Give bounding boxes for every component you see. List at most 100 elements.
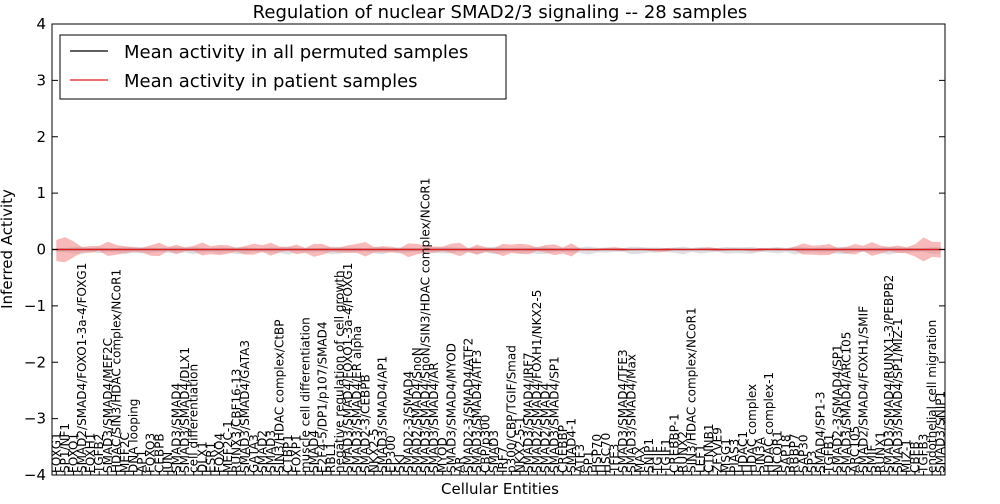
x-tick-label: SMAD3/SMAD4/AP1 — [376, 356, 390, 473]
x-tick-label: SIN3A — [753, 436, 767, 473]
y-tick-label: −4 — [24, 466, 46, 484]
x-tick-label: SAP18 — [779, 434, 793, 473]
x-tick-label: HDAC1 — [736, 431, 750, 473]
x-tick-label: GATA3 — [247, 434, 261, 473]
x-tick-label: SMIF — [865, 444, 879, 473]
x-axis-label: Cellular Entities — [441, 480, 559, 498]
x-tick-label: SNIP1 — [642, 438, 656, 473]
x-tick-label: SMAD3/SMAD4/FOXO1-3a-4/FOXG1 — [341, 263, 355, 473]
x-tick-label: cell differentiation — [187, 364, 201, 473]
x-tick-label: SMAD3/SMAD4/MYOD — [444, 343, 458, 473]
x-tick-label: SMAD2/SMAD4/SnoN — [410, 347, 424, 473]
x-tick-label: SMAD3/SMAD4/RUNX1-3/PEBPB2 — [882, 275, 896, 473]
x-tick-label: ZFYVE9 — [710, 427, 724, 473]
x-tick-label: SMAD2-3/CEBPB — [358, 374, 372, 473]
x-tick-label: ARC105 — [848, 426, 862, 473]
x-tick-label: SMAD3/SMAD4/IRF7 — [522, 352, 536, 473]
x-tick-label: NKX2-5-1 — [513, 416, 527, 473]
x-tick-label: PIAS3 — [728, 439, 742, 473]
x-tick-label: HDAC complex — [745, 384, 759, 473]
x-tick-label: SP1/NF1 — [58, 423, 72, 473]
x-tick-label: muscle cell differentiation — [298, 317, 312, 473]
x-tick-label: SMAD3 — [487, 430, 501, 473]
x-tick-label: HDAC complex-1 — [762, 372, 776, 473]
x-tick-label: MIZ-1 — [899, 439, 913, 473]
x-tick-label: RUNX3/CBF16-13 — [230, 369, 244, 473]
x-tick-label: HSP70 — [590, 434, 604, 473]
x-tick-label: IRF7 — [496, 447, 510, 473]
x-tick-label: ESR1 — [204, 442, 218, 473]
x-tick-label: SMAD3 — [264, 430, 278, 473]
legend-label-patient: Mean activity in patient samples — [124, 71, 418, 92]
x-tick-label: CREBBP — [556, 425, 570, 473]
x-tick-label: SMAD2/SMAD4 — [539, 383, 553, 473]
x-tick-label: SP1 — [582, 451, 596, 474]
x-tick-label: SMAD3/SMAD4/Max — [625, 354, 639, 473]
x-tick-label: SMAD4 — [307, 430, 321, 473]
x-tick-label: SIN3/HDAC complex/NCoR1 — [685, 307, 699, 473]
x-tick-label: RBL1 — [324, 442, 338, 473]
x-tick-label: SMAD2-3/SMAD4/SP1 — [831, 344, 845, 473]
x-tick-label: NKX2-5 — [367, 428, 381, 473]
x-tick-label: SMAD3/SMAD4/SnoN/SIN3/HDAC complex/NCoR1 — [419, 178, 433, 473]
x-tick-label: TFE3 — [607, 444, 621, 474]
x-tick-label: FOXP1 — [290, 434, 304, 473]
x-tick-label: RUNX1 — [874, 431, 888, 473]
x-tick-label: FOXO3 — [144, 433, 158, 473]
x-tick-label: AP1 — [135, 450, 149, 473]
x-tick-label: FOXO4 — [212, 433, 226, 473]
x-tick-label: SMAD3/SMAD4/AR — [427, 362, 441, 473]
x-tick-label: CTBP1 — [281, 434, 295, 473]
y-tick-label: −1 — [24, 297, 46, 315]
x-tick-label: SMAD2 — [255, 430, 269, 473]
x-tick-label: TGFB3 — [917, 434, 931, 474]
x-tick-label: SAP30 — [796, 434, 810, 473]
x-tick-label: SMAD3/SNIP1 — [934, 391, 948, 473]
x-tick-label: RUNX2 — [676, 431, 690, 473]
y-tick-label: 0 — [36, 241, 46, 259]
x-tick-label: TGIF1 — [659, 438, 673, 474]
x-tick-label: ATF3 — [573, 444, 587, 473]
x-tick-label: JUN — [161, 452, 175, 474]
y-tick-label: 1 — [36, 184, 46, 202]
x-tick-label: TGFB2 — [92, 434, 106, 474]
y-tick-label: 3 — [36, 71, 46, 89]
x-tick-label: SMAD4/SP1-3 — [813, 391, 827, 473]
x-tick-label: E2F4-5/DP1/p107/SMAD4 — [315, 321, 329, 473]
x-tick-label: HDAC/SIN3/HDAC complex/NCoR1 — [109, 269, 123, 473]
x-tick-label: SMAD2-3/SMAD4 — [401, 371, 415, 473]
x-tick-label: MYOD — [436, 437, 450, 473]
x-tick-label: SMAD3/SMAD4/MEF2C — [101, 338, 115, 473]
x-tick-label: SMAD3/SMAD4/SP1/MIZ-1 — [891, 318, 905, 473]
x-tick-label: TGIF — [650, 446, 664, 474]
y-axis-label: Inferred Activity — [0, 189, 16, 309]
legend-label-permuted: Mean activity in all permuted samples — [124, 42, 468, 63]
chart-title: Regulation of nuclear SMAD2/3 signaling … — [253, 2, 748, 23]
x-tick-label: MEF2C — [118, 432, 132, 473]
x-tick-label: LEF1 — [693, 444, 707, 473]
y-tick-label: −3 — [24, 410, 46, 428]
x-tick-label: CBP/p300 — [479, 415, 493, 473]
x-tick-label: SKI — [393, 454, 407, 473]
x-tick-label: MSG1 — [719, 438, 733, 473]
x-tick-label: p300/CBP/TGIF/Smad — [504, 345, 518, 473]
x-tick-label: SMAD3/SMAD4 — [170, 383, 184, 473]
x-tick-label: FOXG1 — [49, 432, 63, 473]
y-tick-label: −2 — [24, 353, 46, 371]
x-tick-label: SMAD3/SMAD4/ARC105 — [839, 332, 853, 473]
x-tick-label: SMAD3/SMAD4/DLX1 — [178, 347, 192, 473]
x-tick-label: negative regulation of cell growth — [333, 270, 347, 473]
x-tick-label: CTNNB1 — [702, 423, 716, 473]
x-tick-label: SMAD3/SMAD4/SP1 — [547, 356, 561, 473]
x-tick-label: NCOR1 — [771, 430, 785, 473]
x-tick-label: MEF2C-1 — [221, 420, 235, 473]
x-tick-label: SMAD2/SMAD4/FOXH1/NKX2-5 — [530, 290, 544, 473]
x-tick-label: FOXO1 — [66, 433, 80, 473]
x-tick-label: endothelial cell migration — [925, 320, 939, 473]
x-tick-label: SMAD2-3/SMAD4/ATF2 — [461, 338, 475, 473]
legend: Mean activity in all permuted samples Me… — [59, 34, 507, 100]
x-tick-label: SP3 — [805, 451, 819, 474]
x-tick-label: CEBPB — [152, 433, 166, 473]
